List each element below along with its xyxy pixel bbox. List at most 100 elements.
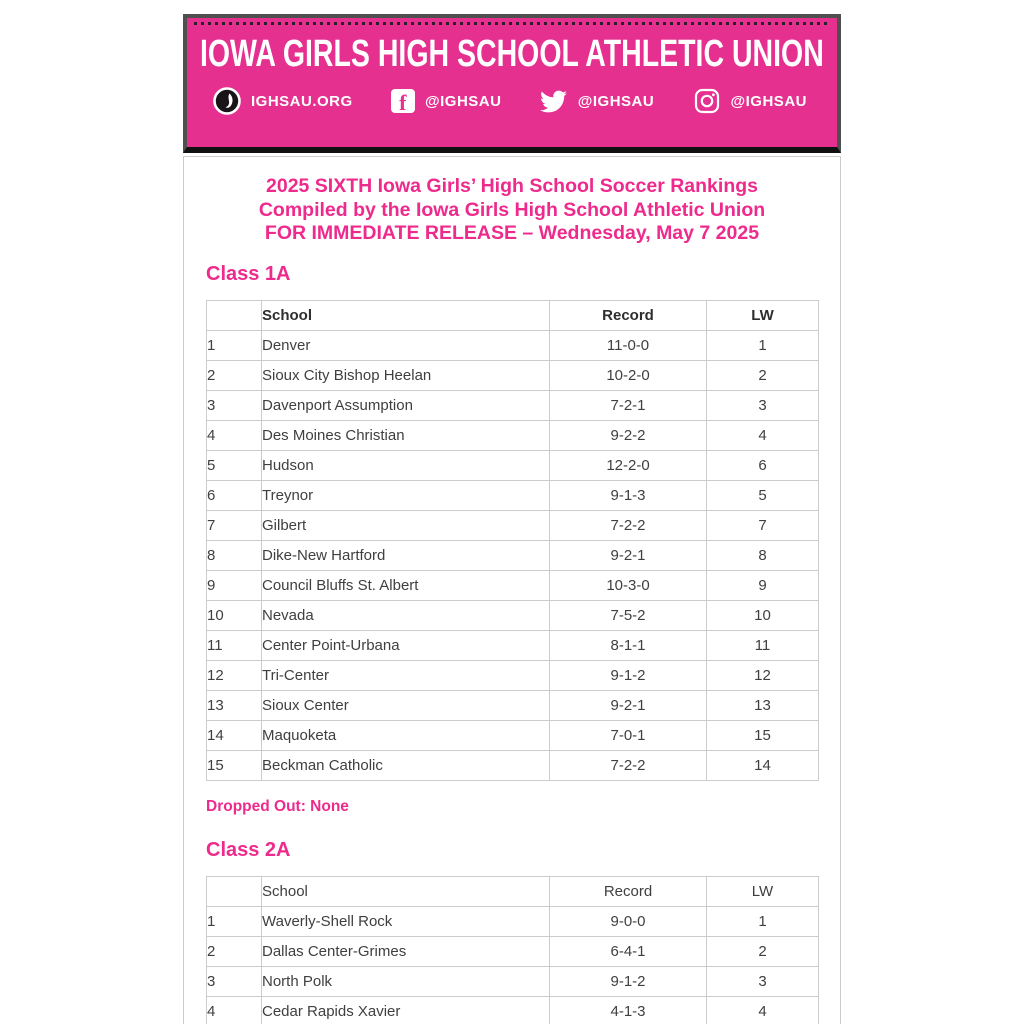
lw-cell: 14	[706, 749, 819, 781]
release-line-1: 2025 SIXTH Iowa Girls’ High School Socce…	[266, 175, 758, 197]
record-cell: 10-2-0	[549, 359, 707, 391]
table-row: 2 Sioux City Bishop Heelan 10-2-0 2	[206, 359, 819, 391]
record-cell: 8-1-1	[549, 629, 707, 661]
rank-cell: 15	[206, 749, 262, 781]
lw-cell: 8	[706, 539, 819, 571]
rank-cell: 2	[206, 935, 262, 967]
lw-cell: 4	[706, 419, 819, 451]
rank-cell: 11	[206, 629, 262, 661]
lw-cell: 15	[706, 719, 819, 751]
lw-cell: 12	[706, 659, 819, 691]
facebook-icon: f	[390, 89, 415, 113]
record-cell: 9-2-1	[549, 689, 707, 721]
table-header-row: School Record LW	[206, 299, 819, 331]
lw-cell: 6	[706, 449, 819, 481]
instagram-icon	[693, 87, 721, 115]
table-row: 11 Center Point-Urbana 8-1-1 11	[206, 629, 819, 661]
record-cell: 10-3-0	[549, 569, 707, 601]
lw-cell: 2	[706, 359, 819, 391]
table-row: 5 Hudson 12-2-0 6	[206, 449, 819, 481]
table-row: 10 Nevada 7-5-2 10	[206, 599, 819, 631]
table-row: 1 Denver 11-0-0 1	[206, 329, 819, 361]
record-cell: 9-1-2	[549, 659, 707, 691]
table-header-row: School Record LW	[206, 875, 819, 907]
school-cell: Sioux Center	[261, 689, 550, 721]
rank-cell: 14	[206, 719, 262, 751]
table-row: 13 Sioux Center 9-2-1 13	[206, 689, 819, 721]
class-2a-heading: Class 2A	[206, 838, 291, 861]
class-1a-section: Class 1A School Record LW 1 Denver 11-0-0 1 2 Si…	[206, 263, 819, 816]
school-cell: Gilbert	[261, 509, 550, 541]
column-header-record-cell: Record	[549, 299, 707, 331]
record-cell: 9-0-0	[549, 905, 707, 937]
record-cell: 9-2-1	[549, 539, 707, 571]
rank-cell: 10	[206, 599, 262, 631]
release-title: 2025 SIXTH Iowa Girls’ High School Socce…	[206, 175, 818, 246]
social-links-row: IGHSAU.ORG f @IGHSAU @IGHSAU	[187, 87, 837, 115]
table-row: 4 Des Moines Christian 9-2-2 4	[206, 419, 819, 451]
lw-cell: 10	[706, 599, 819, 631]
lw-cell: 3	[706, 389, 819, 421]
rank-cell: 4	[206, 995, 262, 1024]
table-row: 15 Beckman Catholic 7-2-2 14	[206, 749, 819, 781]
website-link[interactable]: IGHSAU.ORG	[213, 87, 353, 115]
record-cell: 7-2-1	[549, 389, 707, 421]
table-row: 6 Treynor 9-1-3 5	[206, 479, 819, 511]
twitter-link[interactable]: @IGHSAU	[540, 87, 654, 115]
twitter-label: @IGHSAU	[577, 92, 655, 110]
column-header-record-cell: Record	[549, 875, 707, 907]
school-cell: Dallas Center-Grimes	[261, 935, 550, 967]
school-cell: Tri-Center	[261, 659, 550, 691]
rank-cell: 9	[206, 569, 262, 601]
rank-cell: 8	[206, 539, 262, 571]
rank-cell: 6	[206, 479, 262, 511]
school-cell: Beckman Catholic	[261, 749, 550, 781]
website-label: IGHSAU.ORG	[251, 92, 353, 110]
document-body: 2025 SIXTH Iowa Girls’ High School Socce…	[183, 156, 841, 1024]
dotted-divider	[194, 22, 830, 25]
press-release-page: IOWA GIRLS HIGH SCHOOL ATHLETIC UNION IG…	[183, 14, 841, 1024]
school-cell: Davenport Assumption	[261, 389, 550, 421]
table-row: 2 Dallas Center-Grimes 6-4-1 2	[206, 935, 819, 967]
record-cell: 6-4-1	[549, 935, 707, 967]
column-header-school-cell: School	[261, 299, 550, 331]
table-row: 8 Dike-New Hartford 9-2-1 8	[206, 539, 819, 571]
record-cell: 7-5-2	[549, 599, 707, 631]
school-cell: Waverly-Shell Rock	[261, 905, 550, 937]
class-2a-rankings-table: School Record LW 1 Waverly-Shell Rock 9-0-0 1 2…	[206, 875, 819, 1024]
column-header-rank-cell	[206, 299, 262, 331]
ighsau-banner: IOWA GIRLS HIGH SCHOOL ATHLETIC UNION IG…	[183, 14, 841, 153]
lw-cell: 4	[706, 995, 819, 1024]
record-cell: 11-0-0	[549, 329, 707, 361]
ighsau-logo-icon	[213, 87, 241, 115]
table-row: 3 North Polk 9-1-2 3	[206, 965, 819, 997]
rank-cell: 5	[206, 449, 262, 481]
lw-cell: 1	[706, 905, 819, 937]
rank-cell: 3	[206, 965, 262, 997]
record-cell: 7-2-2	[549, 749, 707, 781]
facebook-link[interactable]: f @IGHSAU	[390, 89, 502, 113]
school-cell: Sioux City Bishop Heelan	[261, 359, 550, 391]
rank-cell: 7	[206, 509, 262, 541]
school-cell: Dike-New Hartford	[261, 539, 550, 571]
dropped-out-note: Dropped Out: None	[206, 797, 349, 815]
lw-cell: 11	[706, 629, 819, 661]
table-row: 12 Tri-Center 9-1-2 12	[206, 659, 819, 691]
column-header-lw-cell: LW	[706, 875, 819, 907]
table-row: 4 Cedar Rapids Xavier 4-1-3 4	[206, 995, 819, 1024]
rank-cell: 4	[206, 419, 262, 451]
lw-cell: 3	[706, 965, 819, 997]
table-row: 1 Waverly-Shell Rock 9-0-0 1	[206, 905, 819, 937]
table-row: 9 Council Bluffs St. Albert 10-3-0 9	[206, 569, 819, 601]
rank-cell: 12	[206, 659, 262, 691]
record-cell: 12-2-0	[549, 449, 707, 481]
lw-cell: 1	[706, 329, 819, 361]
school-cell: Denver	[261, 329, 550, 361]
facebook-label: @IGHSAU	[424, 92, 502, 110]
record-cell: 4-1-3	[549, 995, 707, 1024]
rank-cell: 1	[206, 329, 262, 361]
table-row: 7 Gilbert 7-2-2 7	[206, 509, 819, 541]
instagram-link[interactable]: @IGHSAU	[693, 87, 807, 115]
rank-cell: 13	[206, 689, 262, 721]
twitter-icon	[540, 87, 568, 115]
